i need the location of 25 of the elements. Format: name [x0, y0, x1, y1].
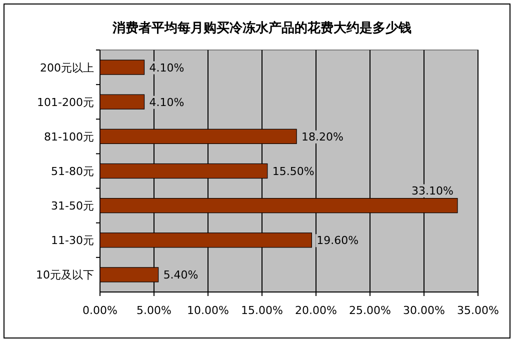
- x-tick-label: 25.00%: [349, 304, 391, 317]
- y-tick-label: 10元及以下: [36, 268, 94, 282]
- y-tick-label: 81-100元: [44, 130, 94, 144]
- x-tick-label: 0.00%: [82, 304, 118, 317]
- x-tick-label: 30.00%: [403, 304, 445, 317]
- y-tick-label: 200元以上: [40, 61, 94, 74]
- data-label: 18.20%: [302, 130, 344, 144]
- bar: [100, 94, 145, 110]
- x-tick-label: 15.00%: [241, 304, 283, 317]
- x-tick-label: 10.00%: [187, 304, 229, 317]
- x-tick-label: 5.00%: [136, 304, 172, 317]
- data-label: 19.60%: [316, 234, 359, 248]
- y-tick-label: 11-30元: [51, 234, 94, 248]
- y-tick-label: 101-200元: [37, 96, 94, 109]
- x-tick-label: 20.00%: [295, 304, 337, 317]
- data-label: 15.50%: [272, 165, 314, 178]
- data-label: 4.10%: [149, 96, 184, 109]
- x-tick-label: 35.00%: [457, 304, 499, 317]
- data-label: 33.10%: [412, 184, 454, 198]
- bar: [100, 60, 145, 75]
- data-label: 4.10%: [149, 61, 184, 74]
- y-tick-label: 31-50元: [51, 200, 94, 213]
- title: 消费者平均每月购买冷冻水产品的花费大约是多少钱: [112, 21, 412, 36]
- y-tick-label: 51-80元: [51, 165, 94, 178]
- data-label: 5.40%: [163, 268, 198, 282]
